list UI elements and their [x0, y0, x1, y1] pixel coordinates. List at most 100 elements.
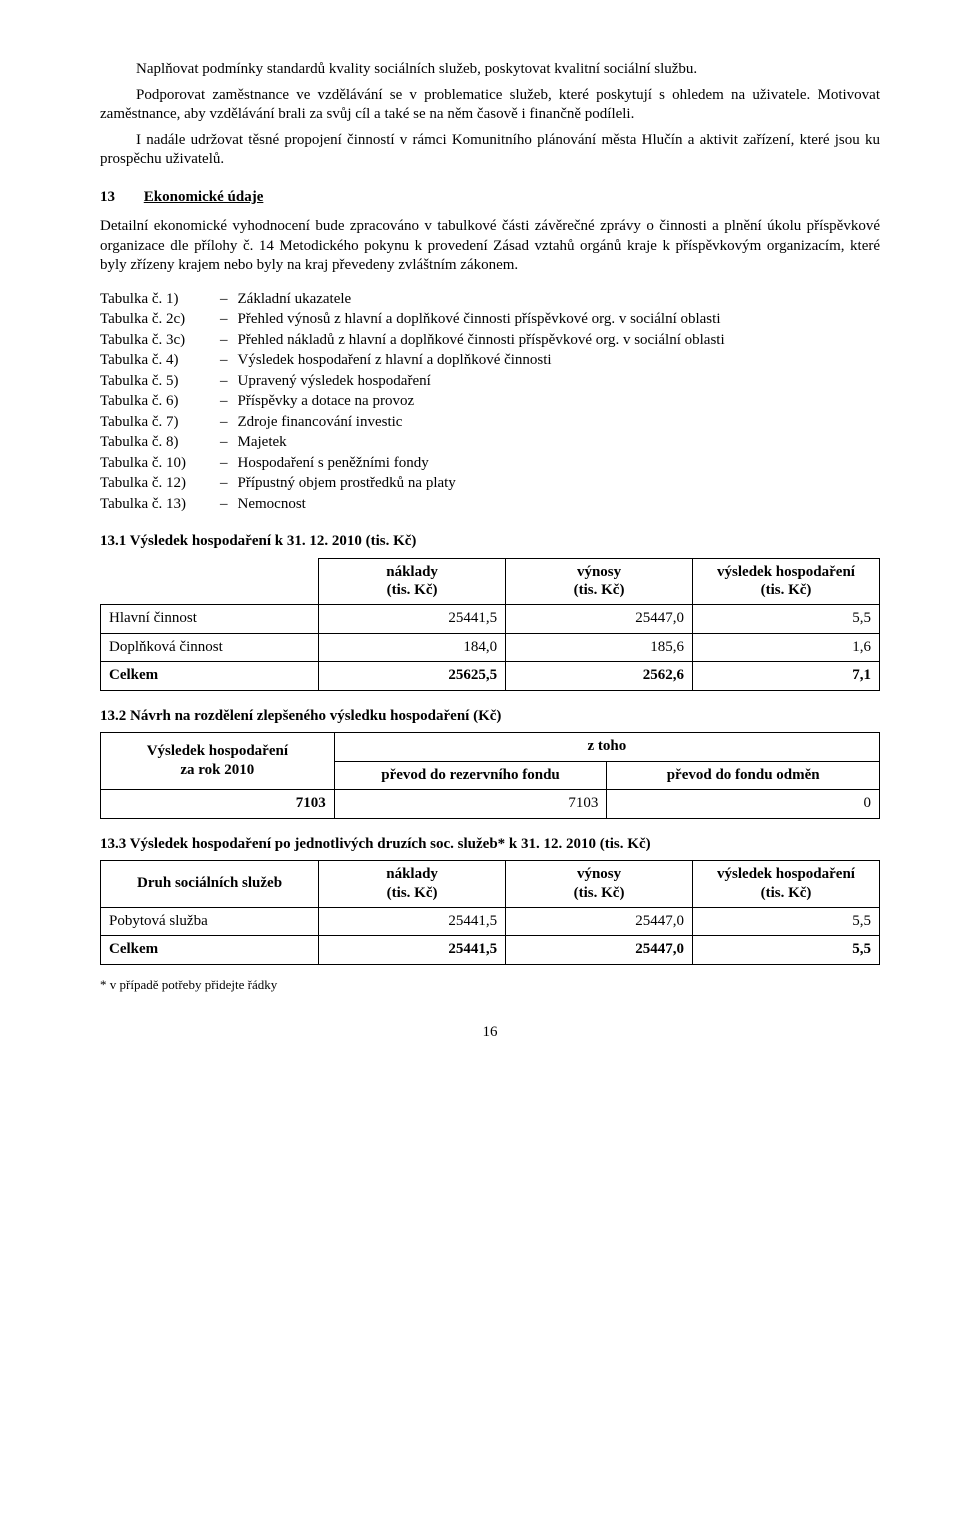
table-13-2: Výsledek hospodaření za rok 2010 z toho …	[100, 732, 880, 819]
header-subtext: (tis. Kč)	[327, 581, 497, 600]
cell-value: 2562,6	[506, 662, 693, 691]
table-header-empty	[101, 558, 319, 605]
header-text: výsledek hospodaření	[701, 865, 871, 884]
tables-list-desc: Zdroje financování investic	[238, 413, 403, 433]
tables-list-item: Tabulka č. 8) – Majetek	[100, 433, 880, 453]
table-row-total: Celkem 25441,5 25447,0 5,5	[101, 936, 880, 965]
header-text: výsledek hospodaření	[701, 563, 871, 582]
table-header-vh: Výsledek hospodaření za rok 2010	[101, 733, 335, 790]
table-row: Doplňková činnost 184,0 185,6 1,6	[101, 633, 880, 662]
section-13-2-heading: 13.2 Návrh na rozdělení zlepšeného výsle…	[100, 707, 880, 727]
cell-value: 25441,5	[319, 907, 506, 936]
table-header-naklady: náklady (tis. Kč)	[319, 558, 506, 605]
tables-list-item: Tabulka č. 10) – Hospodaření s peněžními…	[100, 454, 880, 474]
table-header-vysledek: výsledek hospodaření (tis. Kč)	[693, 558, 880, 605]
tables-list-item: Tabulka č. 5) – Upravený výsledek hospod…	[100, 372, 880, 392]
tables-list-label: Tabulka č. 13)	[100, 495, 220, 515]
tables-list-desc: Upravený výsledek hospodaření	[238, 372, 431, 392]
header-subtext: za rok 2010	[109, 761, 326, 780]
header-text: náklady	[327, 865, 497, 884]
header-subtext: (tis. Kč)	[701, 884, 871, 903]
dash-separator: –	[220, 454, 228, 474]
table-row: Druh sociálních služeb náklady (tis. Kč)…	[101, 861, 880, 908]
tables-list-label: Tabulka č. 2c)	[100, 310, 220, 330]
tables-list-label: Tabulka č. 6)	[100, 392, 220, 412]
table-header-druh: Druh sociálních služeb	[101, 861, 319, 908]
table-header-vynosy: výnosy (tis. Kč)	[506, 861, 693, 908]
cell-value: 0	[607, 790, 880, 819]
dash-separator: –	[220, 495, 228, 515]
cell-value: 5,5	[693, 936, 880, 965]
section-13-number: 13	[100, 188, 140, 208]
table-13-3-footnote: * v případě potřeby přidejte řádky	[100, 977, 880, 994]
section-13-title: Ekonomické údaje	[144, 189, 264, 205]
tables-list-desc: Základní ukazatele	[238, 290, 352, 310]
dash-separator: –	[220, 310, 228, 330]
tables-list-item: Tabulka č. 2c) – Přehled výnosů z hlavní…	[100, 310, 880, 330]
cell-value: 7,1	[693, 662, 880, 691]
section-13-1-heading: 13.1 Výsledek hospodaření k 31. 12. 2010…	[100, 532, 880, 552]
dash-separator: –	[220, 351, 228, 371]
dash-separator: –	[220, 331, 228, 351]
tables-list-item: Tabulka č. 1) – Základní ukazatele	[100, 290, 880, 310]
table-header-vysledek: výsledek hospodaření (tis. Kč)	[693, 861, 880, 908]
dash-separator: –	[220, 392, 228, 412]
table-row: Pobytová služba 25441,5 25447,0 5,5	[101, 907, 880, 936]
tables-list-item: Tabulka č. 12) – Přípustný objem prostře…	[100, 474, 880, 494]
cell-value: 7103	[101, 790, 335, 819]
tables-list-desc: Výsledek hospodaření z hlavní a doplňkov…	[238, 351, 552, 371]
tables-list-label: Tabulka č. 3c)	[100, 331, 220, 351]
tables-list-label: Tabulka č. 7)	[100, 413, 220, 433]
cell-label: Pobytová služba	[101, 907, 319, 936]
cell-value: 25447,0	[506, 936, 693, 965]
cell-value: 5,5	[693, 605, 880, 634]
table-13-3: Druh sociálních služeb náklady (tis. Kč)…	[100, 860, 880, 965]
tables-list-desc: Příspěvky a dotace na provoz	[238, 392, 415, 412]
tables-list-item: Tabulka č. 4) – Výsledek hospodaření z h…	[100, 351, 880, 371]
table-row: Hlavní činnost 25441,5 25447,0 5,5	[101, 605, 880, 634]
section-13-paragraph: Detailní ekonomické vyhodnocení bude zpr…	[100, 217, 880, 276]
tables-list-label: Tabulka č. 12)	[100, 474, 220, 494]
dash-separator: –	[220, 433, 228, 453]
cell-value: 25447,0	[506, 605, 693, 634]
cell-value: 185,6	[506, 633, 693, 662]
header-subtext: (tis. Kč)	[327, 884, 497, 903]
table-row: 7103 7103 0	[101, 790, 880, 819]
header-text: Výsledek hospodaření	[109, 742, 326, 761]
cell-value: 25625,5	[319, 662, 506, 691]
intro-paragraph-3: I nadále udržovat těsné propojení činnos…	[100, 131, 880, 170]
section-13-3-heading: 13.3 Výsledek hospodaření po jednotlivýc…	[100, 835, 880, 855]
dash-separator: –	[220, 413, 228, 433]
tables-list-label: Tabulka č. 1)	[100, 290, 220, 310]
header-text: náklady	[327, 563, 497, 582]
dash-separator: –	[220, 290, 228, 310]
page-number: 16	[100, 1023, 880, 1043]
dash-separator: –	[220, 372, 228, 392]
table-row: Výsledek hospodaření za rok 2010 z toho	[101, 733, 880, 762]
cell-value: 184,0	[319, 633, 506, 662]
tables-list-item: Tabulka č. 6) – Příspěvky a dotace na pr…	[100, 392, 880, 412]
tables-reference-list: Tabulka č. 1) – Základní ukazatele Tabul…	[100, 290, 880, 515]
tables-list-item: Tabulka č. 3c) – Přehled nákladů z hlavn…	[100, 331, 880, 351]
tables-list-desc: Nemocnost	[238, 495, 306, 515]
header-text: výnosy	[514, 563, 684, 582]
table-header-ztoho: z toho	[334, 733, 879, 762]
cell-value: 1,6	[693, 633, 880, 662]
tables-list-desc: Přehled výnosů z hlavní a doplňkové činn…	[238, 310, 721, 330]
table-row-total: Celkem 25625,5 2562,6 7,1	[101, 662, 880, 691]
tables-list-label: Tabulka č. 5)	[100, 372, 220, 392]
cell-value: 25441,5	[319, 605, 506, 634]
intro-paragraph-2: Podporovat zaměstnance ve vzdělávání se …	[100, 86, 880, 125]
header-text: výnosy	[514, 865, 684, 884]
table-header-rezervni: převod do rezervního fondu	[334, 761, 607, 790]
table-header-vynosy: výnosy (tis. Kč)	[506, 558, 693, 605]
section-13-heading: 13 Ekonomické údaje	[100, 188, 880, 208]
tables-list-label: Tabulka č. 4)	[100, 351, 220, 371]
table-row: náklady (tis. Kč) výnosy (tis. Kč) výsle…	[101, 558, 880, 605]
tables-list-item: Tabulka č. 7) – Zdroje financování inves…	[100, 413, 880, 433]
cell-label: Celkem	[101, 662, 319, 691]
cell-value: 25441,5	[319, 936, 506, 965]
tables-list-desc: Majetek	[238, 433, 287, 453]
tables-list-desc: Přípustný objem prostředků na platy	[238, 474, 456, 494]
table-13-1: náklady (tis. Kč) výnosy (tis. Kč) výsle…	[100, 558, 880, 691]
